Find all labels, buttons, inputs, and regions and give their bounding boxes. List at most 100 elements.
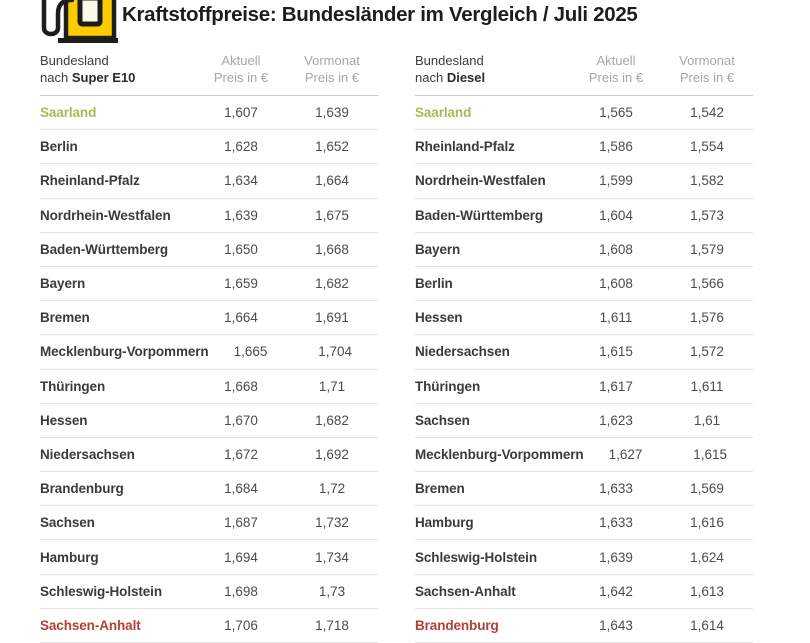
table-row: Bremen 1,633 1,569	[415, 472, 753, 507]
table-row: Niedersachsen 1,672 1,692	[40, 438, 378, 473]
current-price: 1,684	[224, 481, 258, 497]
current-price: 1,634	[224, 173, 258, 189]
state-name: Bremen	[40, 310, 90, 326]
state-name: Hamburg	[415, 515, 474, 531]
table-row: Rheinland-Pfalz 1,586 1,554	[415, 130, 753, 165]
table-row: Saarland 1,565 1,542	[415, 96, 753, 131]
current-price: 1,643	[599, 617, 633, 633]
state-name: Bremen	[415, 481, 465, 497]
current-price: 1,599	[599, 173, 633, 189]
table-row: Bremen 1,664 1,691	[40, 301, 378, 336]
state-name: Baden-Württemberg	[415, 207, 544, 223]
current-price: 1,668	[224, 378, 258, 394]
current-price: 1,670	[224, 412, 258, 428]
state-name: Sachsen-Anhalt	[415, 583, 516, 599]
previous-price: 1,639	[315, 105, 349, 121]
previous-price: 1,734	[315, 549, 349, 565]
current-price: 1,565	[599, 105, 633, 121]
page-title: Kraftstoffpreise: Bundesländer im Vergle…	[122, 3, 638, 26]
current-price: 1,607	[224, 105, 258, 121]
table-row: Saarland 1,607 1,639	[40, 96, 378, 131]
fuel-type-label: Diesel	[446, 69, 486, 85]
table-row: Baden-Württemberg 1,650 1,668	[40, 233, 378, 267]
table-row: Bayern 1,608 1,579	[415, 233, 753, 267]
previous-price: 1,576	[690, 310, 724, 326]
previous-price: 1,72	[318, 481, 346, 497]
previous-price: 1,675	[315, 207, 349, 223]
tables-container: Bundesland nach Super E10 Aktuell Preis …	[40, 53, 753, 643]
state-column-header: Bundesland nach Super E10	[40, 53, 136, 85]
previous-price: 1,614	[690, 617, 724, 633]
previous-price: 1,624	[690, 549, 724, 565]
previous-price: 1,579	[690, 241, 724, 257]
previous-price-column-header: Vormonat Preis in €	[304, 53, 360, 85]
current-price: 1,586	[599, 139, 633, 155]
table-row: Berlin 1,608 1,566	[415, 267, 753, 302]
state-name: Brandenburg	[415, 617, 499, 633]
previous-price: 1,566	[690, 276, 724, 292]
table-row: Bayern 1,659 1,682	[40, 267, 378, 302]
state-name: Thüringen	[40, 378, 106, 394]
fuel-type-label: Super E10	[71, 69, 136, 85]
current-price: 1,608	[599, 276, 633, 292]
state-name: Saarland	[415, 105, 472, 121]
table-row: Nordrhein-Westfalen 1,599 1,582	[415, 164, 753, 199]
table-row: Thüringen 1,668 1,71	[40, 370, 378, 404]
current-price: 1,628	[224, 139, 258, 155]
previous-price: 1,569	[690, 481, 724, 497]
current-price: 1,659	[224, 276, 258, 292]
table-row: Sachsen 1,687 1,732	[40, 506, 378, 541]
current-price: 1,604	[599, 207, 633, 223]
table-row: Hamburg 1,633 1,616	[415, 506, 753, 541]
state-name: Niedersachsen	[415, 344, 510, 360]
state-name: Nordrhein-Westfalen	[40, 207, 171, 223]
state-name: Hessen	[40, 412, 88, 428]
state-name: Bayern	[415, 241, 461, 257]
state-name: Schleswig-Holstein	[415, 549, 537, 565]
previous-price: 1,582	[690, 173, 724, 189]
table-row: Brandenburg 1,684 1,72	[40, 472, 378, 507]
previous-price: 1,613	[690, 583, 724, 599]
current-price: 1,639	[599, 549, 633, 565]
state-name: Berlin	[415, 276, 453, 292]
current-price: 1,642	[599, 583, 633, 599]
previous-price: 1,554	[690, 139, 724, 155]
table-row: Berlin 1,628 1,652	[40, 130, 378, 165]
previous-price: 1,616	[690, 515, 724, 531]
state-name: Berlin	[40, 139, 78, 155]
state-name: Rheinland-Pfalz	[40, 173, 140, 189]
previous-price: 1,664	[315, 173, 349, 189]
previous-price: 1,61	[693, 412, 721, 428]
current-price: 1,650	[224, 241, 258, 257]
previous-price: 1,573	[690, 207, 724, 223]
table-row: Rheinland-Pfalz 1,634 1,664	[40, 164, 378, 199]
current-price: 1,665	[233, 344, 268, 360]
table-row: Mecklenburg-Vorpommern 1,627 1,615	[415, 438, 753, 473]
state-name: Nordrhein-Westfalen	[415, 173, 546, 189]
previous-price: 1,652	[315, 139, 349, 155]
current-price: 1,694	[224, 549, 258, 565]
state-name: Mecklenburg-Vorpommern	[415, 446, 584, 462]
state-name: Hamburg	[40, 549, 99, 565]
diesel-table-header: Bundesland nach Diesel Aktuell Preis in …	[415, 53, 753, 96]
table-row: Schleswig-Holstein 1,698 1,73	[40, 575, 378, 609]
previous-price: 1,615	[693, 446, 728, 462]
state-name: Baden-Württemberg	[40, 241, 169, 257]
table-row: Niedersachsen 1,615 1,572	[415, 335, 753, 370]
current-price: 1,627	[608, 446, 643, 462]
previous-price: 1,691	[315, 310, 349, 326]
super-e10-rows: Saarland 1,607 1,639 Berlin 1,628 1,652 Rheinl…	[40, 96, 378, 643]
table-row: Baden-Württemberg 1,604 1,573	[415, 199, 753, 233]
state-name: Bayern	[40, 276, 86, 292]
previous-price: 1,542	[690, 105, 724, 121]
super-e10-table: Bundesland nach Super E10 Aktuell Preis …	[40, 53, 378, 643]
table-row: Schleswig-Holstein 1,639 1,624	[415, 540, 753, 575]
table-row: Sachsen-Anhalt 1,642 1,613	[415, 575, 753, 609]
previous-price: 1,732	[315, 515, 349, 531]
current-price: 1,706	[224, 617, 258, 633]
previous-price: 1,668	[315, 241, 349, 257]
diesel-rows: Saarland 1,565 1,542 Rheinland-Pfalz 1,586 1,…	[415, 96, 753, 643]
current-price: 1,623	[599, 412, 633, 428]
state-name: Thüringen	[415, 378, 481, 394]
previous-price: 1,682	[315, 276, 349, 292]
